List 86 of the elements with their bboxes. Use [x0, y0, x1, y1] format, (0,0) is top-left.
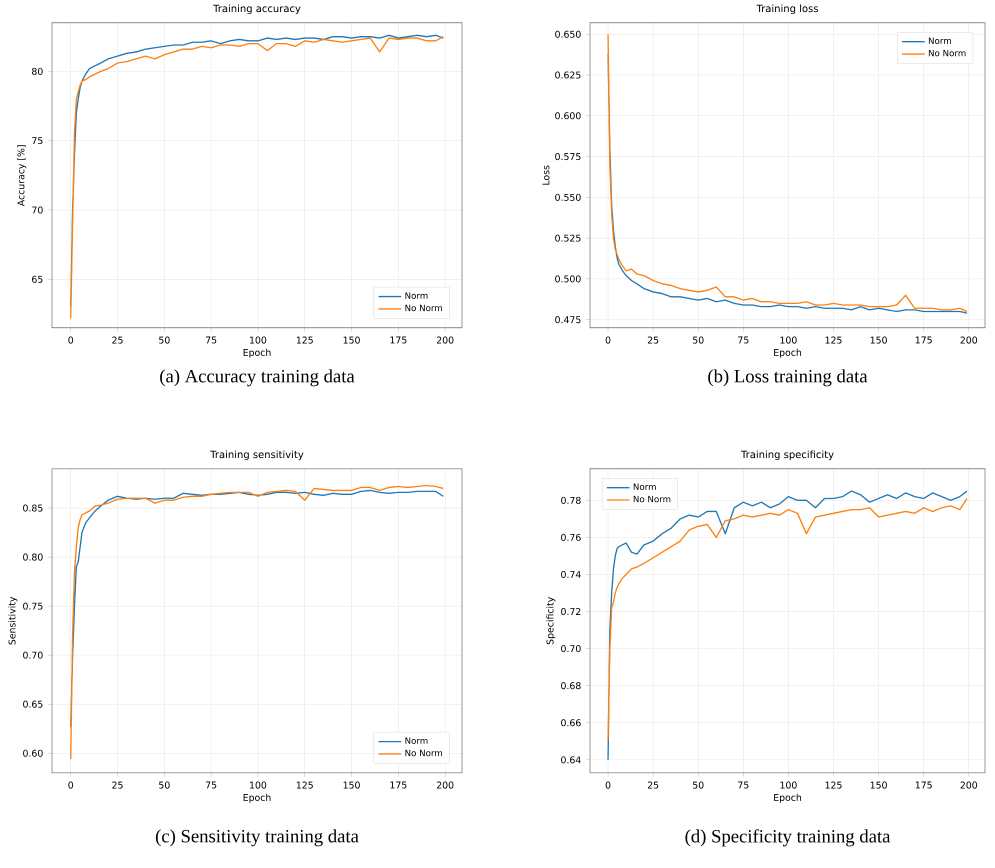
x-tick-label: 125	[296, 336, 313, 344]
x-tick-label: 75	[206, 336, 216, 344]
x-tick-label: 150	[870, 336, 887, 344]
x-tick-label: 200	[960, 782, 978, 789]
x-tick-label: 0	[68, 336, 74, 344]
x-tick-label: 175	[390, 782, 406, 789]
y-tick-label: 0.525	[555, 234, 580, 242]
y-tick-label: 0.600	[555, 112, 581, 120]
x-tick-label: 175	[390, 336, 406, 344]
y-tick-label: 0.575	[555, 153, 580, 160]
x-tick-label: 200	[436, 336, 454, 344]
x-tick-label: 25	[112, 782, 123, 789]
x-tick-label: 0	[606, 782, 610, 789]
y-axis-title: Specificity	[546, 597, 556, 644]
chart-title: Training specificity	[740, 450, 834, 460]
x-tick-label: 200	[436, 782, 454, 789]
x-axis-title: Epoch	[774, 348, 802, 358]
y-tick-label: 0.625	[555, 72, 580, 79]
x-tick-label: 175	[916, 336, 932, 344]
chart-title: Training sensitivity	[210, 450, 304, 460]
x-tick-label: 50	[693, 782, 704, 789]
x-tick-label: 125	[296, 782, 313, 789]
x-tick-label: 50	[159, 782, 170, 789]
text: (b) Loss training data	[708, 369, 868, 386]
y-tick-label: 0.85	[23, 504, 42, 512]
y-tick-label: 0.650	[555, 30, 581, 38]
y-tick-label: 0.550	[555, 194, 581, 201]
legend-label: No Norm	[928, 50, 966, 56]
y-axis-title: Accuracy [%]	[17, 145, 26, 206]
x-tick-label: 25	[112, 336, 123, 344]
y-tick-label: 0.74	[561, 571, 581, 578]
y-tick-label: 65	[32, 276, 42, 283]
y-tick-label: 80	[32, 68, 43, 75]
y-tick-label: 75	[32, 137, 42, 144]
x-axis-title: Epoch	[244, 794, 271, 803]
legend-label: Norm	[405, 292, 428, 299]
x-tick-label: 125	[826, 336, 842, 344]
x-tick-label: 0	[68, 782, 74, 789]
legend-label: Norm	[405, 738, 428, 744]
x-tick-label: 50	[693, 336, 704, 344]
y-axis-title: Loss	[542, 166, 550, 185]
x-tick-label: 0	[606, 336, 610, 344]
text: (a) Accuracy training data	[160, 369, 354, 386]
y-tick-label: 0.70	[561, 645, 581, 652]
x-tick-label: 100	[250, 782, 266, 789]
x-tick-label: 25	[648, 782, 658, 789]
x-tick-label: 150	[344, 336, 360, 344]
x-tick-label: 175	[916, 782, 932, 789]
x-axis-title: Epoch	[774, 794, 802, 803]
x-tick-label: 200	[960, 336, 978, 344]
x-tick-label: 100	[250, 336, 266, 344]
x-tick-label: 75	[738, 782, 748, 789]
x-tick-label: 100	[780, 336, 797, 344]
legend-label: Norm	[928, 38, 951, 44]
y-tick-label: 0.66	[561, 719, 581, 726]
x-axis-title: Epoch	[244, 348, 271, 358]
y-tick-label: 0.72	[561, 608, 580, 616]
chart-title: Training loss	[756, 4, 818, 14]
y-tick-label: 70	[32, 206, 43, 214]
x-tick-label: 150	[344, 782, 360, 789]
legend-label: Norm	[634, 484, 656, 490]
y-tick-label: 0.78	[561, 496, 581, 504]
y-tick-label: 0.65	[23, 700, 42, 708]
chart-title: Training accuracy	[213, 4, 301, 14]
legend-label: No Norm	[634, 496, 670, 502]
x-tick-label: 100	[780, 782, 797, 789]
y-tick-label: 0.76	[561, 534, 581, 542]
y-tick-label: 0.68	[561, 682, 581, 690]
text: (d) Specificity training data	[685, 829, 890, 846]
text: (c) Sensitivity training data	[156, 829, 359, 846]
y-tick-label: 0.75	[23, 602, 42, 610]
x-tick-label: 75	[206, 782, 216, 789]
y-tick-label: 0.80	[23, 554, 43, 561]
legend-label: No Norm	[405, 304, 442, 312]
x-tick-label: 25	[648, 336, 658, 344]
x-tick-label: 150	[870, 782, 887, 789]
y-axis-title: Sensitivity	[8, 596, 18, 645]
y-tick-label: 0.70	[23, 652, 43, 659]
legend-label: No Norm	[405, 750, 442, 756]
x-tick-label: 125	[826, 782, 842, 789]
y-tick-label: 0.64	[561, 756, 581, 764]
y-tick-label: 0.475	[555, 316, 580, 324]
x-tick-label: 50	[159, 336, 170, 344]
x-tick-label: 75	[738, 336, 748, 344]
y-tick-label: 0.60	[23, 750, 43, 757]
y-tick-label: 0.500	[555, 275, 581, 282]
